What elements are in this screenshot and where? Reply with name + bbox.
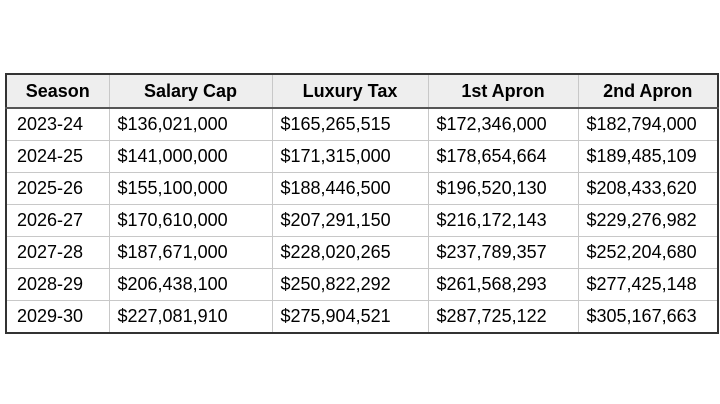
table-row: 2029-30 $227,081,910 $275,904,521 $287,7…: [5, 300, 719, 334]
season-cell: 2028-29: [5, 268, 110, 301]
second-apron-cell: $277,425,148: [577, 268, 719, 301]
salary-cap-cell: $155,100,000: [108, 172, 273, 205]
season-cell: 2027-28: [5, 236, 110, 269]
salary-cap-cell: $141,000,000: [108, 140, 273, 173]
table-row: 2024-25 $141,000,000 $171,315,000 $178,6…: [5, 140, 719, 173]
table-row: 2023-24 $136,021,000 $165,265,515 $172,3…: [5, 107, 719, 141]
salary-cap-cell: $170,610,000: [108, 204, 273, 237]
second-apron-cell: $229,276,982: [577, 204, 719, 237]
luxury-tax-cell: $275,904,521: [271, 300, 429, 334]
header-row: Season Salary Cap Luxury Tax 1st Apron 2…: [5, 73, 719, 109]
season-cell: 2025-26: [5, 172, 110, 205]
first-apron-cell: $178,654,664: [427, 140, 579, 173]
header-1st-apron: 1st Apron: [427, 73, 579, 109]
second-apron-cell: $305,167,663: [577, 300, 719, 334]
salary-cap-table: Season Salary Cap Luxury Tax 1st Apron 2…: [5, 73, 719, 334]
first-apron-cell: $237,789,357: [427, 236, 579, 269]
season-cell: 2023-24: [5, 107, 110, 141]
luxury-tax-cell: $165,265,515: [271, 107, 429, 141]
header-season: Season: [5, 73, 110, 109]
first-apron-cell: $287,725,122: [427, 300, 579, 334]
season-cell: 2029-30: [5, 300, 110, 334]
salary-cap-cell: $206,438,100: [108, 268, 273, 301]
salary-cap-cell: $187,671,000: [108, 236, 273, 269]
table-row: 2025-26 $155,100,000 $188,446,500 $196,5…: [5, 172, 719, 205]
luxury-tax-cell: $188,446,500: [271, 172, 429, 205]
season-cell: 2026-27: [5, 204, 110, 237]
table-row: 2028-29 $206,438,100 $250,822,292 $261,5…: [5, 268, 719, 301]
first-apron-cell: $216,172,143: [427, 204, 579, 237]
table-row: 2026-27 $170,610,000 $207,291,150 $216,1…: [5, 204, 719, 237]
luxury-tax-cell: $228,020,265: [271, 236, 429, 269]
luxury-tax-cell: $171,315,000: [271, 140, 429, 173]
salary-cap-table-container: Season Salary Cap Luxury Tax 1st Apron 2…: [5, 73, 719, 334]
second-apron-cell: $252,204,680: [577, 236, 719, 269]
first-apron-cell: $172,346,000: [427, 107, 579, 141]
salary-cap-cell: $136,021,000: [108, 107, 273, 141]
second-apron-cell: $189,485,109: [577, 140, 719, 173]
luxury-tax-cell: $207,291,150: [271, 204, 429, 237]
header-2nd-apron: 2nd Apron: [577, 73, 719, 109]
second-apron-cell: $208,433,620: [577, 172, 719, 205]
salary-cap-cell: $227,081,910: [108, 300, 273, 334]
second-apron-cell: $182,794,000: [577, 107, 719, 141]
header-luxury-tax: Luxury Tax: [271, 73, 429, 109]
first-apron-cell: $261,568,293: [427, 268, 579, 301]
season-cell: 2024-25: [5, 140, 110, 173]
table-row: 2027-28 $187,671,000 $228,020,265 $237,7…: [5, 236, 719, 269]
first-apron-cell: $196,520,130: [427, 172, 579, 205]
luxury-tax-cell: $250,822,292: [271, 268, 429, 301]
header-salary-cap: Salary Cap: [108, 73, 273, 109]
